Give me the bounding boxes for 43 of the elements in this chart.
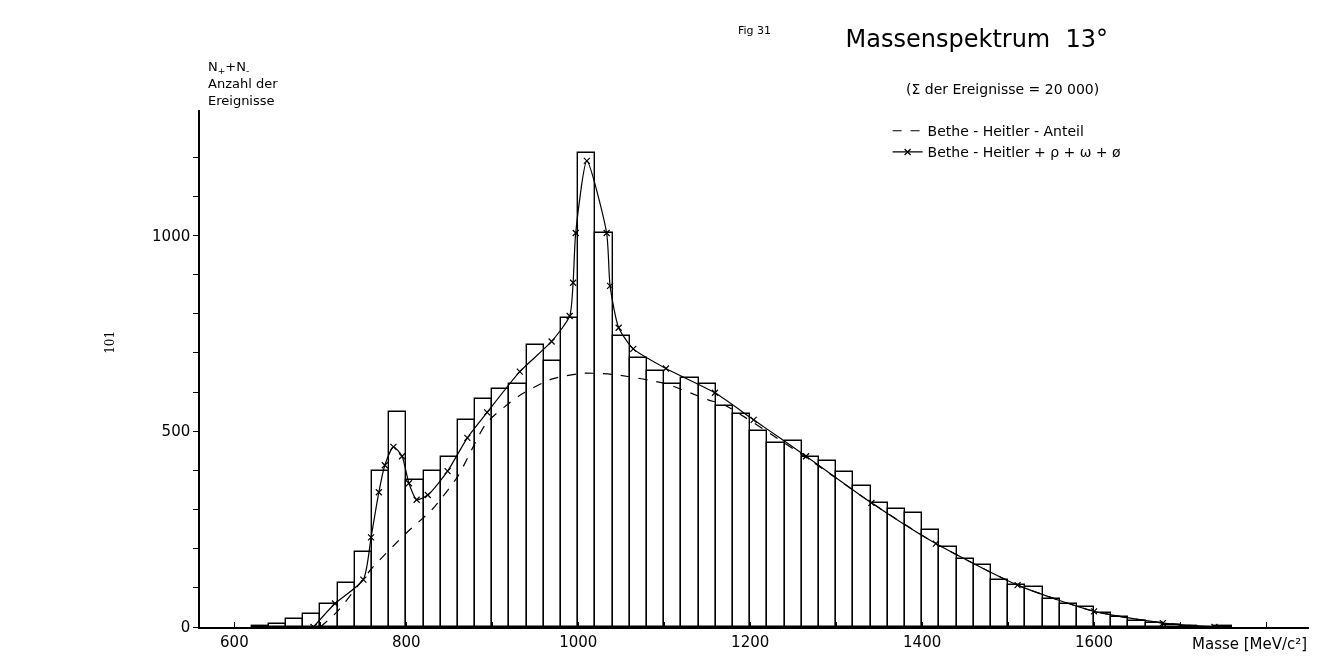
y-tick-label: 500 <box>161 422 191 441</box>
point <box>443 467 452 475</box>
point <box>463 434 471 442</box>
x-axis-title: Masse [MeV/c²] <box>1192 635 1308 653</box>
chart-subtitle: (Σ der Ereignisse = 20 000) <box>906 81 1100 97</box>
x-tick-label: 1400 <box>903 632 942 651</box>
caption: Fig 31 <box>738 24 772 37</box>
chart-title: Massenspektrum 13° <box>845 25 1109 54</box>
legend-label: Bethe - Heitler + ρ + ω + ø <box>927 144 1122 161</box>
point <box>398 452 406 460</box>
point <box>572 229 580 237</box>
point <box>629 345 637 353</box>
x-tick-label: 600 <box>220 632 249 651</box>
point <box>615 324 623 332</box>
point <box>367 533 375 541</box>
point <box>1159 619 1167 627</box>
point <box>389 443 398 451</box>
x-tick-label: 1200 <box>731 632 770 651</box>
y-tick-label: 0 <box>180 618 191 637</box>
x-tick-label: 1600 <box>1074 632 1114 651</box>
point <box>548 337 556 346</box>
point <box>711 389 719 397</box>
point <box>1090 607 1098 615</box>
point <box>750 416 758 424</box>
point <box>867 499 876 507</box>
y-tick-label: 1000 <box>152 226 191 245</box>
point <box>566 312 574 320</box>
point <box>516 368 524 376</box>
point <box>331 599 339 608</box>
point <box>662 364 670 373</box>
legend-label: Bethe - Heitler - Anteil <box>927 123 1084 140</box>
point <box>603 229 611 237</box>
x-tick-label: 1000 <box>559 632 598 651</box>
point <box>802 452 810 460</box>
point <box>424 491 432 499</box>
point <box>405 479 413 487</box>
point <box>932 539 940 548</box>
text: 101 <box>102 330 117 354</box>
x-tick-label: 800 <box>392 632 421 651</box>
point <box>483 408 491 416</box>
point <box>569 279 577 287</box>
point <box>1013 581 1022 589</box>
y-axis-title: N$_{+}$+N$_{-}$ Anzahl der Ereignisse <box>208 59 279 108</box>
